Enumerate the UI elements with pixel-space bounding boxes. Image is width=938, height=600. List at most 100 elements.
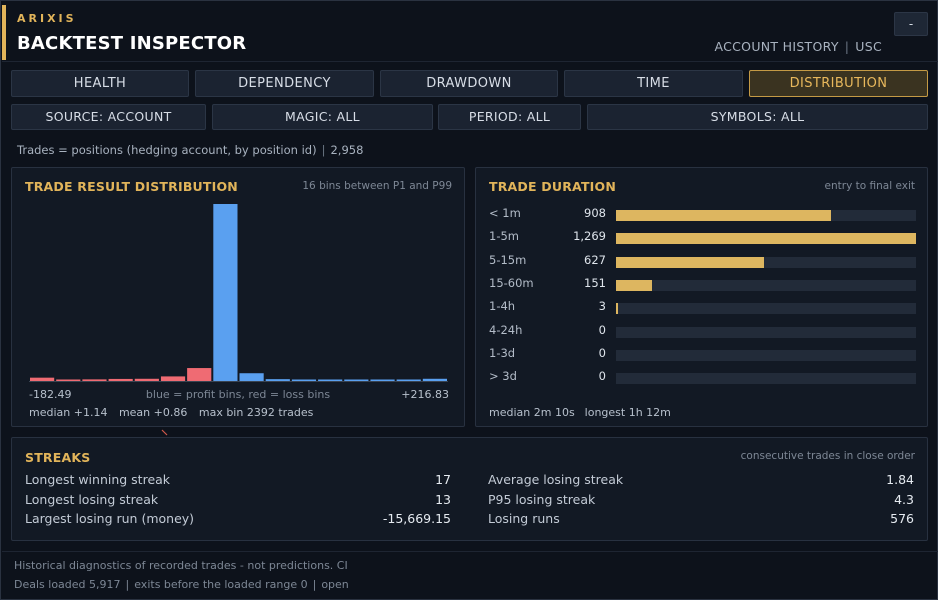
histogram-bar: [396, 379, 421, 381]
hist-stats: median +1.14 mean +0.86 max bin 2392 tra…: [29, 406, 313, 419]
streak-row: Longest losing streak 13: [25, 492, 451, 510]
histogram-bar: [344, 379, 369, 381]
duration-panel: TRADE DURATION entry to final exit < 1m 9…: [475, 167, 928, 427]
hist-legend: blue = profit bins, red = loss bins: [145, 388, 331, 401]
streaks-panel: STREAKS consecutive trades in close orde…: [11, 437, 928, 541]
duration-row: 1-4h 3: [476, 299, 928, 317]
account-context: ACCOUNT HISTORY | USC: [715, 39, 883, 54]
header-divider: [2, 61, 938, 62]
duration-row: 1-5m 1,269: [476, 229, 928, 247]
duration-bar-track: [616, 210, 916, 221]
minimize-button[interactable]: -: [894, 12, 928, 36]
brand-name: ARIXIS: [17, 12, 77, 25]
duration-bar-track: [616, 373, 916, 384]
duration-bucket-label: > 3d: [489, 369, 517, 383]
duration-bar-track: [616, 327, 916, 338]
duration-bucket-count: 3: [598, 299, 606, 313]
histogram-bar: [160, 376, 186, 381]
duration-bucket-label: 4-24h: [489, 323, 523, 337]
exits-before-range: exits before the loaded range 0: [134, 578, 308, 591]
footer-divider: [2, 551, 938, 552]
symbols-filter[interactable]: SYMBOLS: ALL: [587, 104, 928, 130]
duration-bucket-label: < 1m: [489, 206, 521, 220]
streak-value: 576: [890, 511, 914, 526]
duration-longest: longest 1h 12m: [584, 406, 671, 419]
trades-count: 2,958: [330, 143, 364, 157]
filter-bar: SOURCE: ACCOUNT MAGIC: ALL PERIOD: ALL S…: [11, 104, 928, 131]
streak-label: Longest winning streak: [25, 472, 171, 487]
tab-health[interactable]: HEALTH: [11, 70, 189, 97]
duration-bar-track: [616, 303, 916, 314]
distribution-panel: TRADE RESULT DISTRIBUTION 16 bins betwee…: [11, 167, 465, 427]
separator: |: [844, 39, 850, 54]
streak-label: P95 losing streak: [488, 492, 596, 507]
duration-row: 5-15m 627: [476, 253, 928, 271]
hist-min-label: -182.49: [29, 388, 72, 401]
magic-filter[interactable]: MAGIC: ALL: [212, 104, 433, 130]
histogram-bar: [213, 204, 238, 381]
streak-row: Largest losing run (money) -15,669.15: [25, 511, 451, 529]
duration-bucket-count: 1,269: [573, 229, 606, 243]
duration-bucket-label: 1-3d: [489, 346, 516, 360]
hist-max-bin: max bin 2392 trades: [198, 406, 314, 419]
duration-bar-track: [616, 233, 916, 244]
hist-median: median +1.14: [29, 406, 108, 419]
duration-bar-fill: [616, 257, 765, 268]
period-filter[interactable]: PERIOD: ALL: [438, 104, 581, 130]
streak-label: Longest losing streak: [25, 492, 159, 507]
tab-drawdown[interactable]: DRAWDOWN: [380, 70, 558, 97]
tab-time[interactable]: TIME: [564, 70, 743, 97]
currency-label: USC: [855, 39, 882, 54]
streak-value: 17: [435, 472, 451, 487]
hist-mean: mean +0.86: [118, 406, 188, 419]
duration-row: 15-60m 151: [476, 276, 928, 294]
separator: |: [312, 578, 317, 591]
accent-bar: [2, 5, 6, 60]
duration-bucket-count: 908: [584, 206, 606, 220]
duration-bar-fill: [616, 210, 831, 221]
duration-stats: median 2m 10s longest 1h 12m: [489, 406, 671, 419]
histogram-bar: [291, 379, 317, 381]
tab-dependency[interactable]: DEPENDENCY: [195, 70, 374, 97]
duration-title: TRADE DURATION: [489, 179, 617, 194]
duration-bucket-count: 627: [584, 253, 606, 267]
histogram-bar: [56, 379, 81, 381]
distribution-title: TRADE RESULT DISTRIBUTION: [25, 179, 238, 194]
trades-info: Trades = positions (hedging account, by …: [17, 143, 363, 157]
streak-label: Average losing streak: [488, 472, 624, 487]
duration-row: > 3d 0: [476, 369, 928, 387]
duration-bar-track: [616, 257, 916, 268]
duration-bar-track: [616, 280, 916, 291]
streaks-note: consecutive trades in close order: [740, 450, 915, 462]
histogram-bar: [108, 378, 133, 381]
duration-bucket-count: 0: [598, 323, 606, 337]
hist-max-label: +216.83: [401, 388, 449, 401]
trades-definition: Trades = positions (hedging account, by …: [17, 143, 317, 157]
histogram-bar: [187, 368, 212, 381]
duration-median: median 2m 10s: [489, 406, 575, 419]
histogram-bar: [134, 378, 159, 381]
separator: |: [125, 578, 130, 591]
duration-bar-fill: [616, 233, 916, 244]
source-filter[interactable]: SOURCE: ACCOUNT: [11, 104, 206, 130]
distribution-note: 16 bins between P1 and P99: [302, 180, 452, 192]
duration-bucket-count: 0: [598, 369, 606, 383]
streak-row: Losing runs 576: [488, 511, 914, 529]
duration-bucket-label: 1-5m: [489, 229, 519, 243]
footer-disclaimer: Historical diagnostics of recorded trade…: [14, 559, 348, 572]
status-text: open: [321, 578, 349, 591]
page-title: BACKTEST INSPECTOR: [17, 33, 247, 54]
histogram-chart: [29, 204, 448, 382]
histogram-bar: [265, 379, 290, 381]
duration-bucket-count: 151: [584, 276, 606, 290]
account-history-label: ACCOUNT HISTORY: [714, 39, 839, 54]
duration-row: 1-3d 0: [476, 346, 928, 364]
streaks-title: STREAKS: [25, 450, 91, 465]
resize-mark-icon: [161, 429, 168, 436]
tab-distribution[interactable]: DISTRIBUTION: [749, 70, 928, 97]
separator: |: [321, 143, 326, 157]
duration-row: < 1m 908: [476, 206, 928, 224]
duration-note: entry to final exit: [824, 180, 915, 192]
tab-bar: HEALTH DEPENDENCY DRAWDOWN TIME DISTRIBU…: [11, 70, 928, 97]
